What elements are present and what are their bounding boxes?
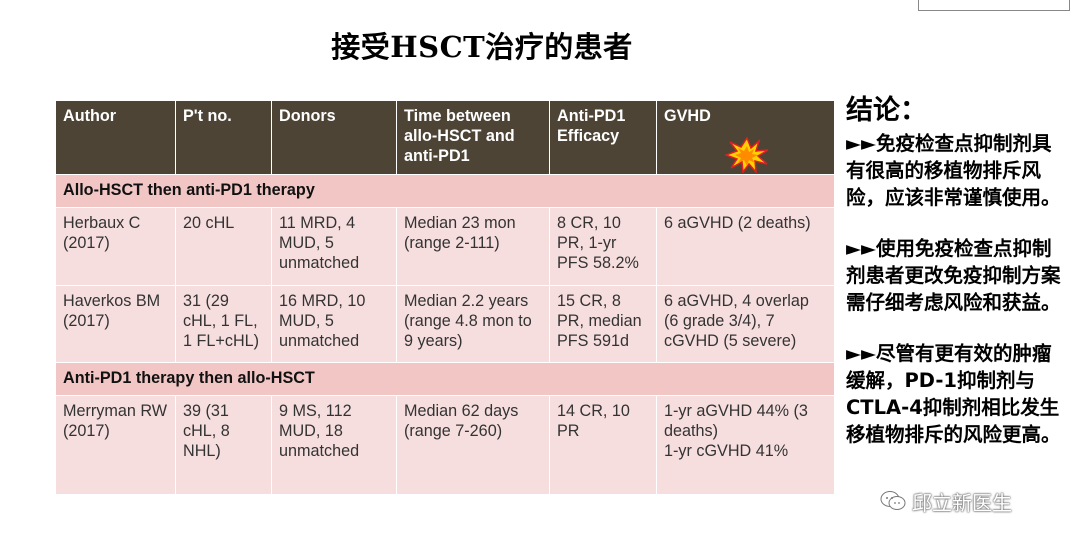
header-gvhd-label: GVHD <box>664 107 711 125</box>
table-row: Herbaux C (2017) 20 cHL 11 MRD, 4 MUD, 5… <box>55 207 835 286</box>
slide-title: 接受HSCT治疗的患者 <box>331 30 633 64</box>
header-time: Time between allo-HSCT and anti-PD1 <box>396 100 550 175</box>
header-efficacy: Anti-PD1 Efficacy <box>549 100 657 175</box>
top-right-frame <box>918 0 1070 11</box>
cell-donors: 11 MRD, 4 MUD, 5 unmatched <box>271 207 397 286</box>
cell-author: Haverkos BM (2017) <box>55 285 176 363</box>
explosion-icon <box>725 137 769 173</box>
cell-donors: 16 MRD, 10 MUD, 5 unmatched <box>271 285 397 363</box>
table-row: Merryman RW (2017) 39 (31 cHL, 8 NHL) 9 … <box>55 395 835 495</box>
header-gvhd: GVHD <box>656 100 835 175</box>
cell-patients: 39 (31 cHL, 8 NHL) <box>175 395 272 495</box>
cell-efficacy: 14 CR, 10 PR <box>549 395 657 495</box>
cell-author: Herbaux C (2017) <box>55 207 176 286</box>
table-row: Haverkos BM (2017) 31 (29 cHL, 1 FL, 1 F… <box>55 285 835 363</box>
header-donors: Donors <box>271 100 397 175</box>
cell-patients: 20 cHL <box>175 207 272 286</box>
table-header-row: Author P't no. Donors Time between allo-… <box>55 100 835 175</box>
conclusion-point: ►►免疫检查点抑制剂具有很高的移植物排斥风险，应该非常谨慎使用。 <box>846 132 1061 209</box>
cell-patients: 31 (29 cHL, 1 FL, 1 FL+cHL) <box>175 285 272 363</box>
conclusion-point: ►►尽管有更有效的肿瘤缓解，PD-1抑制剂与CTLA-4抑制剂相比发生移植物排斥… <box>846 342 1061 446</box>
wechat-icon <box>880 491 906 510</box>
cell-time: Median 2.2 years (range 4.8 mon to 9 yea… <box>396 285 550 363</box>
conclusion-title: 结论： <box>846 95 927 126</box>
watermark-text: 邱立新医生 <box>912 490 1012 515</box>
section-label: Anti-PD1 therapy then allo-HSCT <box>55 362 835 396</box>
header-author: Author <box>55 100 176 175</box>
cell-time: Median 62 days (range 7-260) <box>396 395 550 495</box>
cell-gvhd: 1-yr aGVHD 44% (3 deaths) 1-yr cGVHD 41% <box>656 395 835 495</box>
hsct-table: Author P't no. Donors Time between allo-… <box>55 100 835 495</box>
cell-author: Merryman RW (2017) <box>55 395 176 495</box>
cell-time: Median 23 mon (range 2-111) <box>396 207 550 286</box>
cell-gvhd: 6 aGVHD (2 deaths) <box>656 207 835 286</box>
watermark: 邱立新医生 <box>880 486 1012 516</box>
section-row-allo-then-pd1: Allo-HSCT then anti-PD1 therapy <box>55 174 835 208</box>
cell-efficacy: 8 CR, 10 PR, 1-yr PFS 58.2% <box>549 207 657 286</box>
cell-efficacy: 15 CR, 8 PR, median PFS 591d <box>549 285 657 363</box>
cell-donors: 9 MS, 112 MUD, 18 unmatched <box>271 395 397 495</box>
cell-gvhd: 6 aGVHD, 4 overlap (6 grade 3/4), 7 cGVH… <box>656 285 835 363</box>
section-row-pd1-then-allo: Anti-PD1 therapy then allo-HSCT <box>55 362 835 396</box>
conclusion-point: ►►使用免疫检查点抑制剂患者更改免疫抑制方案需仔细考虑风险和获益。 <box>846 237 1061 314</box>
conclusion-panel: 结论： ►►免疫检查点抑制剂具有很高的移植物排斥风险，应该非常谨慎使用。 ►►使… <box>846 94 1068 472</box>
section-label: Allo-HSCT then anti-PD1 therapy <box>55 174 835 208</box>
header-patients: P't no. <box>175 100 272 175</box>
